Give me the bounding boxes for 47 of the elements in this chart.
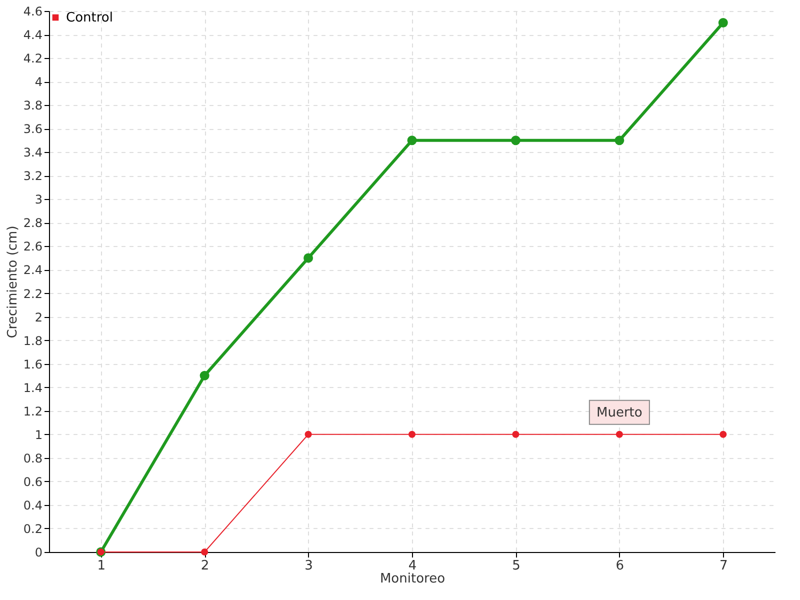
y-tick-label: 1.6 — [23, 357, 42, 372]
x-tick-label: 5 — [512, 558, 520, 574]
y-tick-label: 2.6 — [23, 240, 42, 254]
point — [408, 430, 416, 438]
y-tick-label: 0.8 — [23, 451, 42, 466]
annotation: Muerto — [596, 405, 642, 420]
point — [616, 430, 623, 438]
y-tick-label: 2 — [34, 310, 42, 324]
y-tick-label: 3.4 — [23, 146, 42, 160]
y-tick-label: 2.8 — [23, 216, 42, 230]
point — [718, 18, 728, 28]
y-tick-label: 0.4 — [23, 498, 42, 512]
y-tick-label: 4.2 — [23, 52, 42, 66]
y-axis-title: Crecimiento (cm) — [5, 226, 20, 338]
legend-label: Control — [66, 10, 113, 26]
y-tick-label: 0.6 — [23, 474, 42, 489]
y-tick-label: 1.2 — [23, 404, 42, 418]
y-tick-label: 3 — [34, 192, 42, 207]
point — [304, 430, 312, 438]
x-tick-label: 3 — [304, 558, 313, 574]
point — [201, 548, 208, 556]
y-tick-label: 4 — [34, 75, 42, 90]
y-tick-label: 0.2 — [23, 522, 42, 536]
x-axis-title: Monitoreo — [380, 572, 446, 586]
point — [407, 136, 417, 146]
y-tick-label: 3.8 — [23, 98, 42, 113]
point — [510, 136, 520, 146]
y-tick-label: 2.4 — [23, 263, 42, 278]
point — [512, 430, 520, 438]
point — [614, 136, 624, 146]
x-tick-label: 2 — [200, 558, 210, 574]
x-tick-label: 7 — [720, 558, 728, 574]
x-tick-label: 6 — [616, 558, 624, 574]
point — [304, 253, 314, 263]
y-tick-label: 1.8 — [23, 334, 42, 348]
y-tick-label: 2.2 — [23, 286, 42, 301]
x-tick-label: 4 — [408, 558, 417, 574]
y-tick-label: 4.4 — [23, 28, 42, 42]
point — [720, 430, 727, 438]
x-tick-label: 1 — [97, 558, 106, 574]
y-tick-label: 1.4 — [23, 380, 42, 395]
y-tick-label: 4.6 — [23, 4, 42, 18]
point — [200, 370, 210, 380]
y-tick-label: 3.6 — [23, 122, 42, 136]
y-tick-label: 3.2 — [23, 169, 42, 184]
y-tick-label: 1 — [34, 428, 42, 442]
y-tick-label: 0 — [34, 546, 42, 560]
